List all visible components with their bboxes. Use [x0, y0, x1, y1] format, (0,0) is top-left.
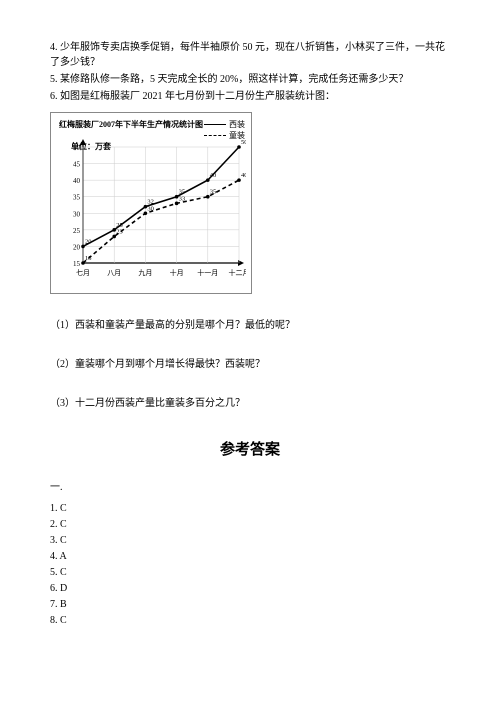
answer-item: 4. A — [50, 549, 450, 565]
chart-container: 红梅服装厂2007年下半年生产情况统计图 西装 童装 单位：万套 1520253… — [50, 112, 252, 294]
problem-4: 4. 少年服饰专卖店换季促销，每件半袖原价 50 元，现在八折销售，小林买了三件… — [50, 40, 450, 70]
legend-line-solid — [204, 124, 226, 125]
section-label: 一. — [50, 480, 450, 495]
answer-item: 6. D — [50, 581, 450, 597]
answer-item: 3. C — [50, 533, 450, 549]
chart-title: 红梅服装厂2007年下半年生产情况统计图 — [59, 119, 203, 131]
answer-item: 7. B — [50, 597, 450, 613]
svg-text:30: 30 — [147, 205, 154, 212]
svg-text:23: 23 — [116, 228, 123, 235]
sub-question-3: （3）十二月份西装产量比童装多百分之几？ — [50, 396, 450, 411]
svg-text:40: 40 — [73, 177, 81, 185]
svg-text:45: 45 — [73, 161, 81, 169]
answer-item: 5. C — [50, 565, 450, 581]
problem-5: 5. 某修路队修一条路，5 天完成全长的 20%，照这样计算，完成任务还需多少天… — [50, 72, 450, 87]
chart-svg: 1520253035404550七月八月九月十月十一月十二月2025323540… — [61, 135, 246, 290]
svg-text:20: 20 — [73, 243, 81, 251]
problem-6: 6. 如图是红梅服装厂 2021 年七月份到十二月份生产服装统计图： — [50, 89, 450, 104]
svg-text:九月: 九月 — [138, 268, 152, 277]
svg-text:20: 20 — [85, 238, 92, 245]
answer-item: 8. C — [50, 613, 450, 629]
svg-text:35: 35 — [73, 194, 81, 202]
svg-text:十一月: 十一月 — [197, 268, 218, 277]
legend-label-1: 西装 — [229, 119, 245, 130]
answer-item: 1. C — [50, 501, 450, 517]
sub-question-1: （1）西装和童装产量最高的分别是哪个月？最低的呢？ — [50, 318, 450, 333]
answers-title: 参考答案 — [50, 439, 450, 462]
svg-text:30: 30 — [73, 210, 81, 218]
svg-text:15: 15 — [85, 255, 92, 262]
svg-text:十月: 十月 — [170, 268, 184, 277]
answer-list: 1. C 2. C 3. C 4. A 5. C 6. D 7. B 8. C — [50, 501, 450, 629]
svg-text:25: 25 — [73, 227, 81, 235]
svg-text:七月: 七月 — [76, 268, 90, 277]
svg-text:40: 40 — [210, 172, 217, 179]
svg-text:50: 50 — [73, 144, 81, 152]
sub-question-2: （2）童装哪个月到哪个月增长得最快？西装呢？ — [50, 357, 450, 372]
svg-text:35: 35 — [210, 189, 217, 196]
svg-text:十二月: 十二月 — [229, 268, 247, 277]
svg-text:40: 40 — [241, 172, 246, 179]
svg-text:15: 15 — [73, 260, 81, 268]
svg-text:50: 50 — [241, 139, 246, 146]
answer-item: 2. C — [50, 517, 450, 533]
svg-text:33: 33 — [179, 195, 186, 202]
svg-text:八月: 八月 — [107, 269, 121, 277]
